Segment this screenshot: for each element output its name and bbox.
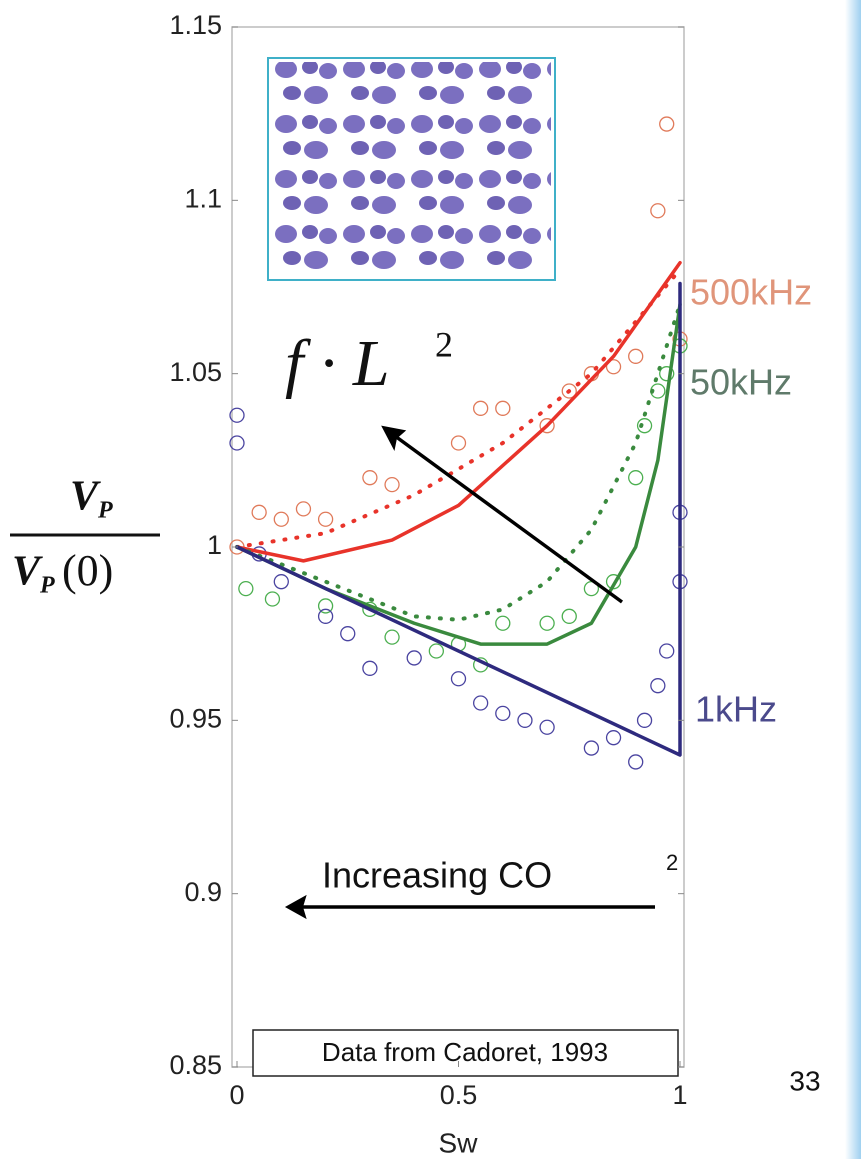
x-tick-label: 0	[229, 1080, 244, 1110]
formula: f · L	[285, 327, 390, 400]
x-tick-label: 1	[672, 1080, 687, 1110]
data-point	[428, 643, 445, 659]
trend-sup: 2	[666, 850, 678, 875]
trend-arrowhead	[284, 894, 307, 920]
data-point	[229, 435, 245, 451]
model-line	[235, 302, 682, 646]
x-tick-label: 0.5	[440, 1080, 478, 1110]
ylabel-numerator: V	[70, 474, 101, 520]
data-point	[317, 511, 334, 527]
page-number: 33	[789, 1065, 820, 1096]
x-axis-label: Sw	[439, 1127, 479, 1158]
data-point	[636, 418, 653, 434]
data-point	[273, 574, 289, 590]
data-point	[362, 470, 378, 486]
model-line	[235, 281, 682, 757]
data-point	[495, 705, 511, 722]
data-point	[273, 511, 289, 527]
y-tick-label: 1.05	[169, 357, 222, 387]
data-point	[384, 476, 400, 493]
data-point	[362, 660, 378, 676]
ylabel-denominator-arg: (0)	[62, 546, 113, 595]
data-point	[495, 615, 511, 631]
trend-label: Increasing CO	[322, 855, 552, 896]
data-point	[495, 400, 511, 416]
data-point	[659, 116, 675, 132]
model-line	[235, 260, 682, 563]
data-point	[583, 740, 600, 756]
data-point	[628, 754, 644, 770]
data-point	[317, 608, 334, 624]
data-point	[406, 650, 422, 666]
ylabel-denominator-sub: P	[39, 573, 55, 599]
data-point	[650, 678, 666, 694]
data-point	[628, 470, 644, 486]
formula-arrowhead	[381, 425, 407, 451]
data-point	[450, 671, 467, 687]
series-label: 1kHz	[695, 689, 777, 730]
y-axis-label: V P V P (0)	[10, 474, 160, 599]
data-point	[264, 591, 281, 607]
source: Data from Cadoret, 1993	[322, 1037, 608, 1067]
dotted-line	[235, 267, 682, 549]
ylabel-numerator-sub: P	[97, 498, 113, 524]
data-point	[636, 712, 653, 728]
data-point	[539, 418, 555, 434]
data-point	[659, 366, 675, 382]
data-point	[229, 407, 245, 423]
y-tick-label: 0.85	[169, 1050, 222, 1080]
data-point	[340, 626, 356, 642]
y-tick-label: 1	[207, 530, 222, 560]
data-point	[605, 574, 622, 590]
data-point	[317, 598, 334, 614]
y-tick-label: 1.1	[184, 183, 222, 213]
formula-sup: 2	[435, 324, 453, 364]
data-point	[517, 712, 533, 728]
data-point	[251, 504, 267, 520]
ylabel-denominator: V	[12, 549, 43, 595]
data-point	[539, 719, 555, 735]
data-point	[295, 501, 312, 517]
source-box	[252, 1029, 679, 1077]
data-point	[659, 643, 675, 659]
y-tick-label: 0.95	[169, 703, 222, 733]
data-point	[628, 348, 644, 364]
data-point	[472, 695, 489, 711]
data-point	[539, 615, 555, 631]
data-point	[561, 383, 577, 399]
y-tick-label: 0.9	[184, 877, 222, 907]
slide-edge	[845, 0, 861, 1159]
data-point	[650, 203, 666, 219]
formula-arrow	[393, 434, 624, 604]
data-point	[605, 730, 622, 746]
data-point	[384, 629, 400, 645]
y-tick-label: 1.15	[169, 10, 222, 40]
data-point	[450, 435, 467, 451]
series-label: 500kHz	[690, 272, 812, 313]
data-point	[605, 359, 622, 375]
data-point	[472, 400, 489, 416]
data-point	[561, 608, 577, 624]
series-label: 50kHz	[690, 362, 792, 403]
inset-structure	[272, 62, 551, 276]
data-point	[238, 580, 254, 597]
